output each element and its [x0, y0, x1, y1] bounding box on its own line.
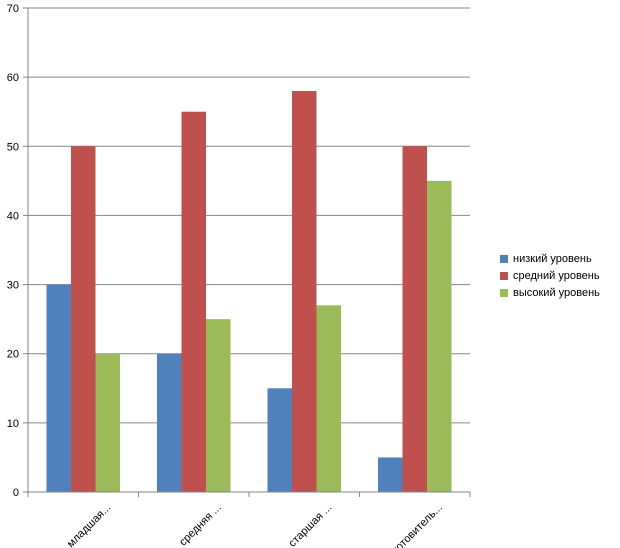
- y-tick-label: 10: [7, 418, 19, 430]
- y-tick-label: 30: [7, 280, 19, 292]
- x-tick-labels: младшая... средняя ... старшая ... готовите…: [65, 502, 445, 548]
- bar: [402, 146, 427, 493]
- y-tick-labels: 0 10 20 30 40 50 60 70: [7, 3, 19, 499]
- bar: [181, 111, 206, 492]
- bar: [95, 353, 120, 492]
- y-tick-label: 40: [7, 210, 19, 222]
- x-tick-label: старшая ...: [286, 502, 334, 548]
- bar: [292, 90, 317, 492]
- y-tick-label: 20: [7, 349, 19, 361]
- legend-swatch: [500, 288, 508, 297]
- bar: [71, 146, 96, 493]
- legend-swatch: [500, 271, 508, 280]
- bars: [46, 90, 452, 493]
- legend-item: высокий уровень: [500, 284, 600, 301]
- legend-item: низкий уровень: [500, 250, 600, 267]
- y-tick-label: 50: [7, 141, 19, 153]
- legend-label: высокий уровень: [513, 286, 600, 299]
- legend-label: средний уровень: [513, 269, 600, 282]
- y-tick-label: 60: [7, 72, 19, 84]
- x-tick-label: средняя ...: [177, 502, 224, 548]
- y-tick-label: 0: [13, 487, 19, 499]
- bar: [427, 180, 452, 492]
- legend: низкий уровень средний уровень высокий у…: [500, 250, 600, 301]
- legend-label: низкий уровень: [513, 252, 592, 265]
- y-tick-label: 70: [7, 3, 19, 15]
- axes: [23, 7, 471, 497]
- bar: [316, 305, 341, 492]
- x-tick-label: младшая...: [65, 502, 114, 548]
- x-tick-label: готовитель...: [391, 502, 445, 548]
- bar: [206, 319, 231, 492]
- legend-item: средний уровень: [500, 267, 600, 284]
- bar: [378, 457, 403, 492]
- bar: [46, 284, 71, 492]
- legend-swatch: [500, 254, 508, 263]
- bar: [267, 388, 292, 492]
- bar: [157, 353, 182, 492]
